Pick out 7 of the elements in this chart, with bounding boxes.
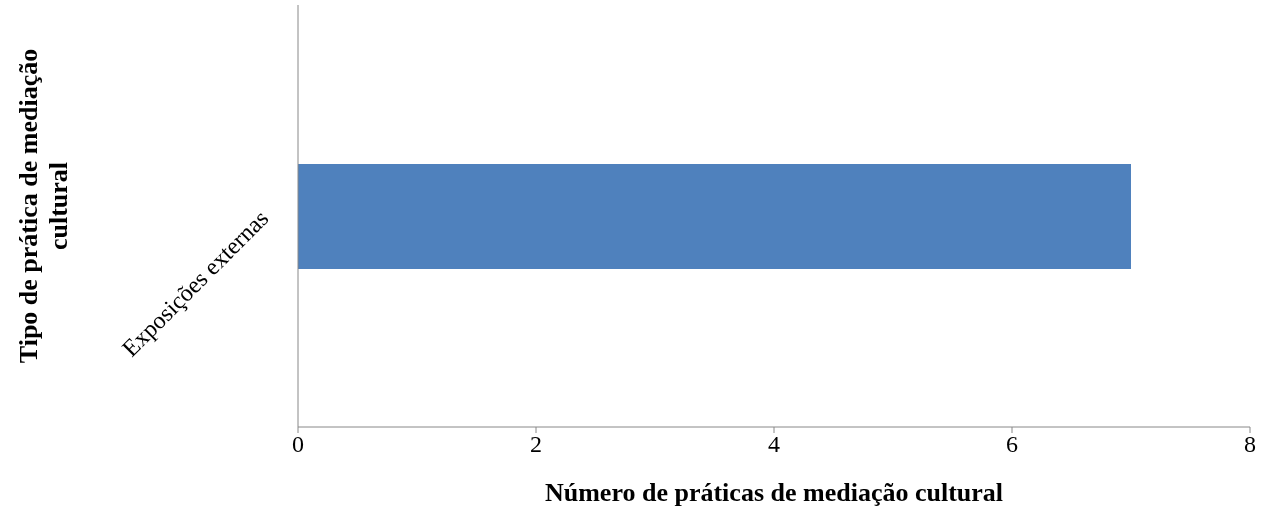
x-axis-title: Número de práticas de mediação cultural (543, 478, 1005, 508)
x-tick-label: 2 (530, 431, 542, 458)
x-tick-label: 0 (292, 431, 304, 458)
x-tick-label: 8 (1244, 431, 1256, 458)
x-tick-label: 6 (1006, 431, 1018, 458)
x-tick-label: 4 (768, 431, 780, 458)
y-axis-title: Tipo de prática de mediação cultural (14, 47, 74, 366)
